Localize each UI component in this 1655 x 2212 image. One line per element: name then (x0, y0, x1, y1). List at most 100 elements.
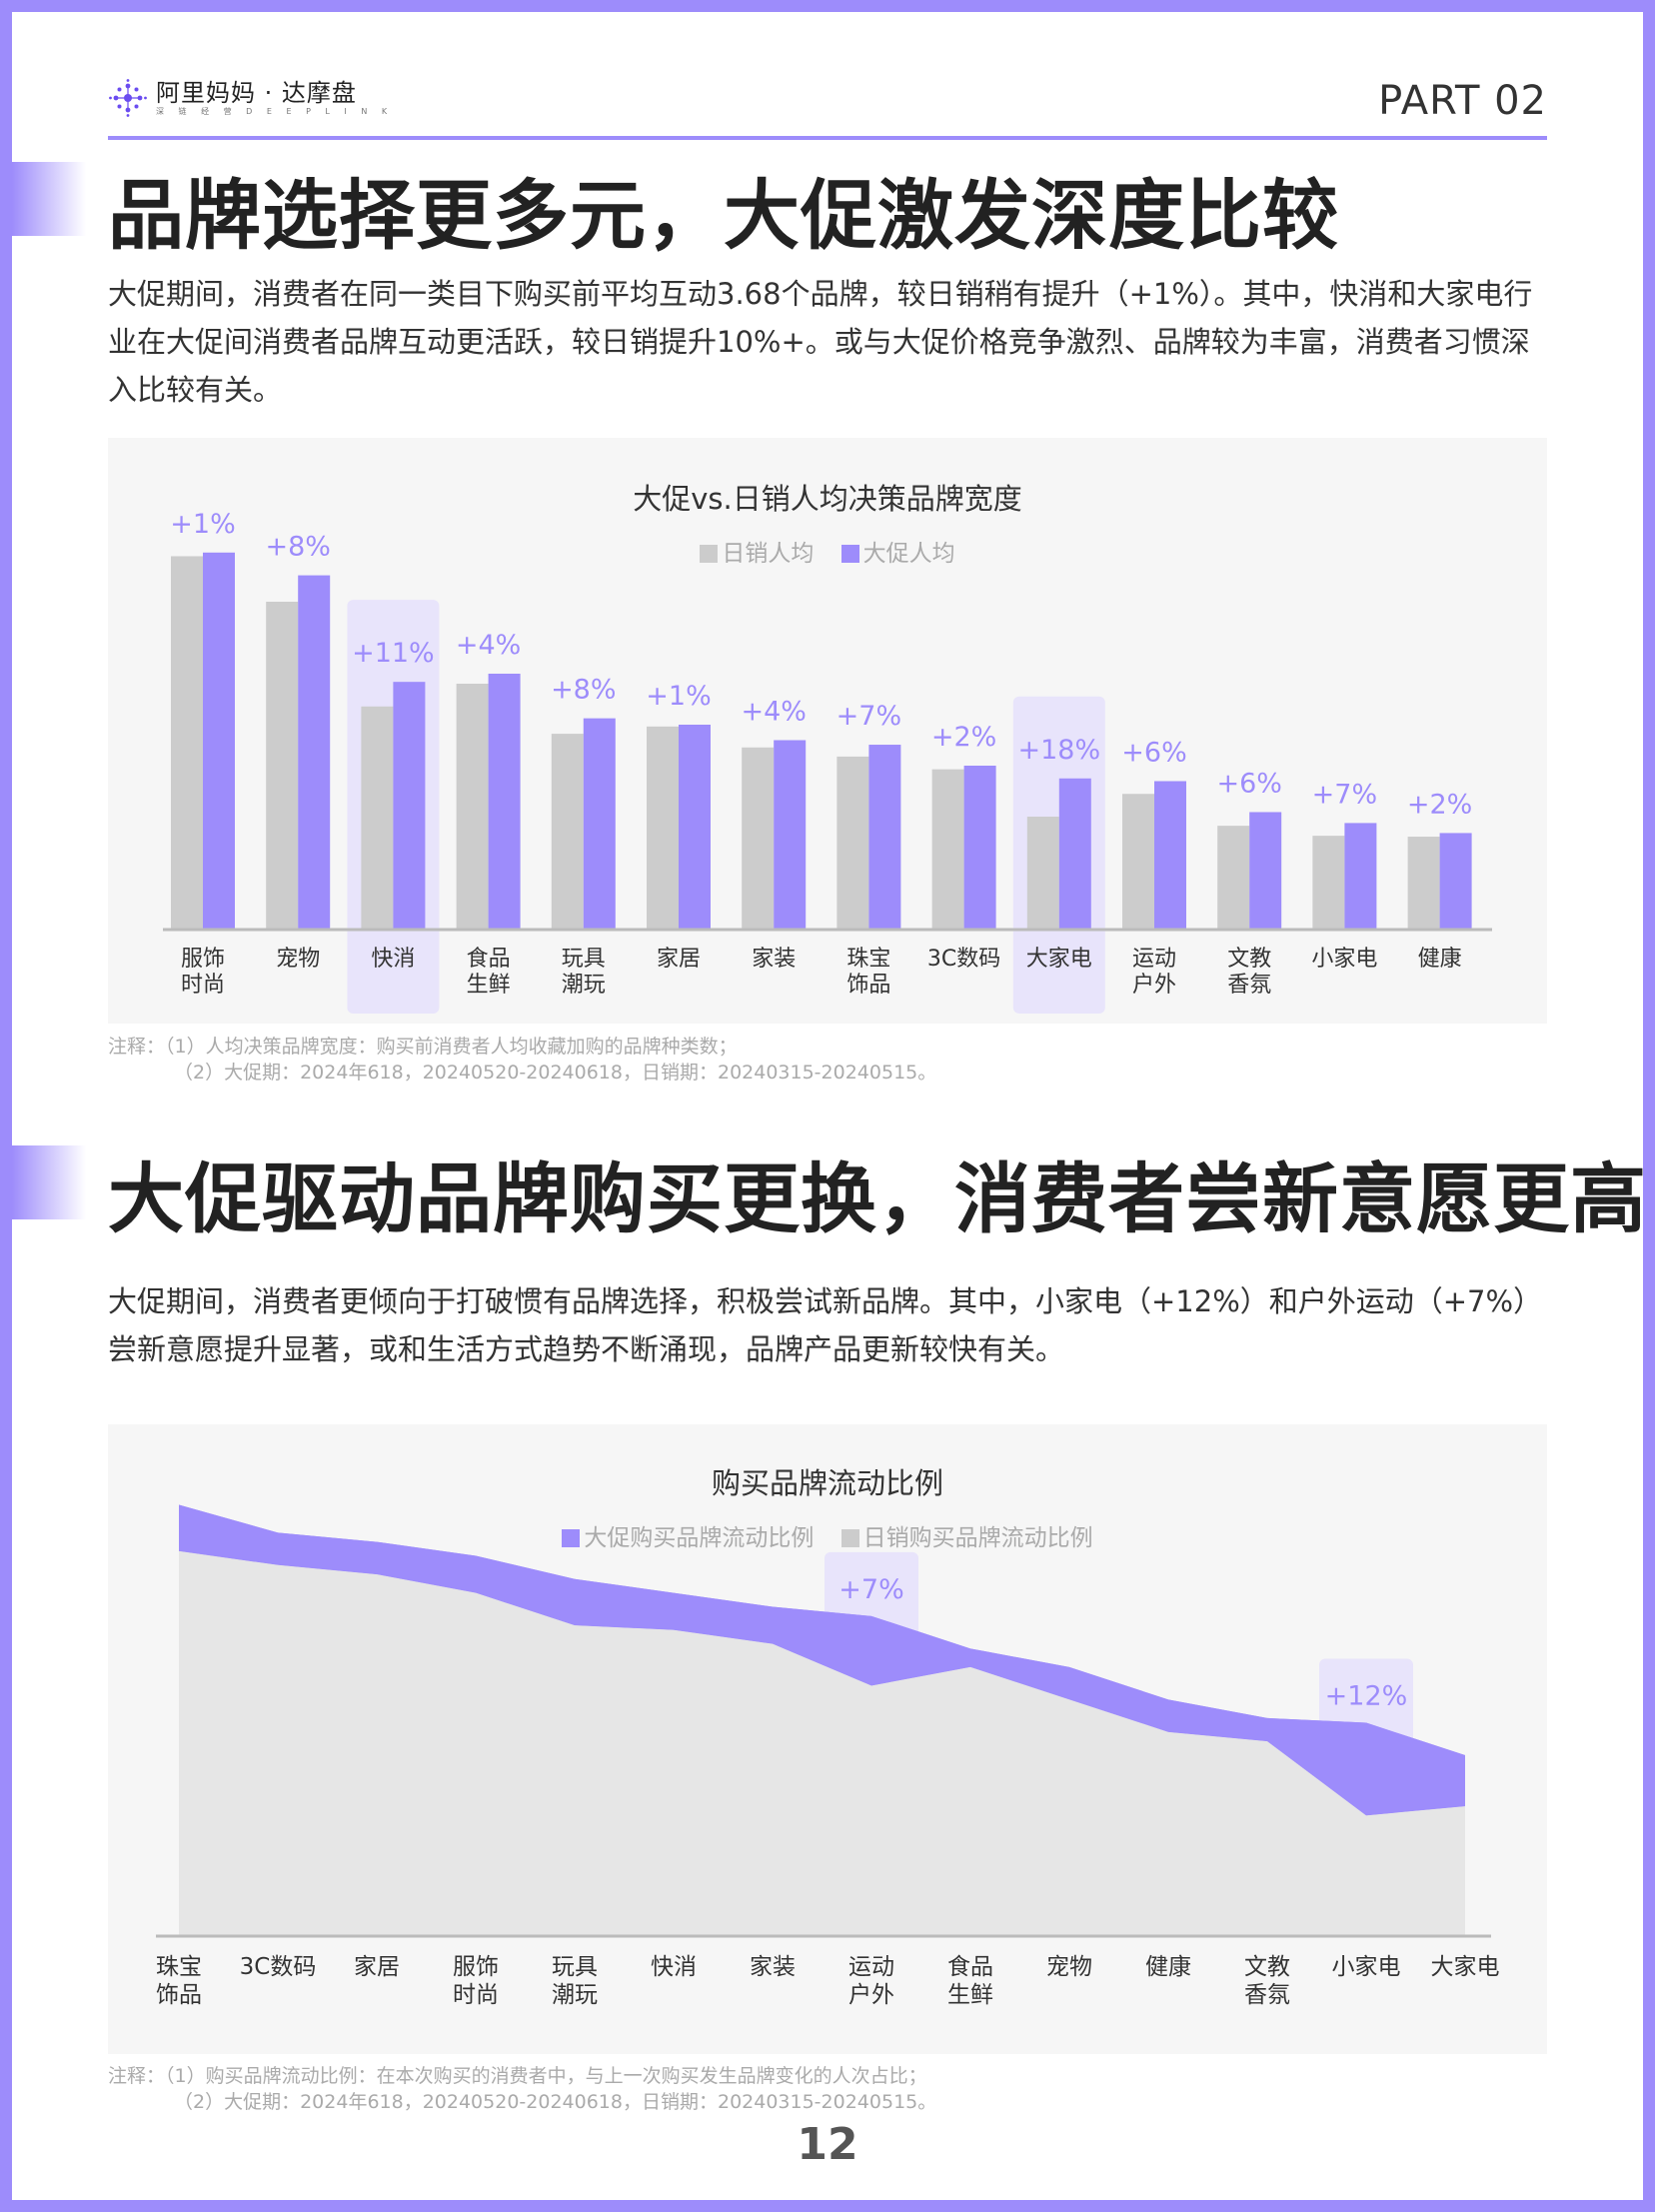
bar-daily (1217, 826, 1250, 930)
bar-daily (1407, 837, 1440, 930)
legend-item-promo-flow: 大促购买品牌流动比例 (562, 1525, 814, 1551)
bar-daily (551, 734, 584, 930)
bar-data-label: +6% (1121, 737, 1186, 768)
bar-category-label: 小家电 (1311, 947, 1377, 972)
area-chart-panel: 购买品牌流动比例 大促购买品牌流动比例 日销购买品牌流动比例 +7% +12% 珠宝… (108, 1424, 1547, 2054)
bar-daily (361, 706, 394, 930)
bar-daily (1122, 794, 1154, 930)
section2-title: 大促驱动品牌购买更换，消费者尝新意愿更高 (108, 1154, 1647, 1243)
bar-promo (868, 745, 901, 930)
legend-swatch-purple (840, 545, 859, 563)
legend-item-daily: 日销人均 (700, 541, 814, 567)
bar-category-label: 健康 (1418, 947, 1462, 972)
bar-chart-legend: 日销人均 大促人均 (108, 534, 1547, 568)
legend-label-daily-flow: 日销购买品牌流动比例 (862, 1525, 1093, 1551)
section2-note-line2: （2）大促期：2024年618，20240520-20240618，日销期：20… (174, 2091, 937, 2113)
area-category-label: 3C数码 (240, 1954, 317, 1980)
area-category-label: 玩具潮玩 (552, 1954, 598, 2008)
legend-item-daily-flow: 日销购买品牌流动比例 (840, 1525, 1093, 1551)
area-category-label: 食品生鲜 (947, 1954, 993, 2008)
bar-chart: +1% 服饰时尚 +8% 宠物 +11% 快消 +4% 食品生鲜 +8% 玩具潮玩 +1% 家居 +4%… (163, 509, 1492, 1014)
bar-category-label: 快消 (371, 947, 415, 972)
bar-data-label: +11% (352, 638, 435, 669)
legend-label-promo-flow: 大促购买品牌流动比例 (584, 1525, 815, 1551)
brand-logo: 阿里妈妈 · 达摩盘 深 链 经 营 D E E P L I N K (108, 78, 393, 118)
bar-data-label: +4% (456, 630, 521, 661)
logo-subtitle: 深 链 经 营 D E E P L I N K (156, 107, 394, 116)
area-category-label: 服饰时尚 (453, 1954, 499, 2008)
bar-promo (1058, 778, 1091, 930)
bar-chart-title: 大促vs.日销人均决策品牌宽度 (633, 482, 1022, 516)
bar-category-label: 食品生鲜 (467, 947, 511, 998)
bar-promo (203, 552, 235, 930)
bar-category-label: 运动户外 (1132, 947, 1176, 998)
area-category-label: 珠宝饰品 (156, 1954, 202, 2008)
bar-category-label: 3C数码 (927, 947, 1000, 972)
bar-category-label: 服饰时尚 (181, 947, 225, 998)
bar-data-label: +7% (1312, 779, 1377, 810)
bar-data-label: +6% (1216, 768, 1281, 799)
bar-category-label: 玩具潮玩 (562, 947, 606, 998)
bar-data-label: +1% (170, 509, 235, 540)
area-chart-title: 购买品牌流动比例 (711, 1466, 943, 1500)
section1-paragraph: 大促期间，消费者在同一类目下购买前平均互动3.68个品牌，较日销稍有提升（+1%… (108, 277, 1533, 407)
area-data-label: +12% (1325, 1681, 1408, 1712)
bar-daily (836, 756, 869, 930)
bar-category-label: 家居 (657, 947, 701, 972)
area-category-label: 健康 (1145, 1954, 1191, 1980)
bar-daily (742, 747, 775, 930)
legend-swatch-gray (840, 1529, 859, 1547)
title-accent-bar (12, 1145, 86, 1219)
area-category-label: 宠物 (1046, 1954, 1092, 1980)
section2-paragraph: 大促期间，消费者更倾向于打破惯有品牌选择，积极尝试新品牌。其中，小家电（+12%… (108, 1284, 1543, 1366)
bar-daily (1312, 836, 1345, 930)
bar-daily (1026, 817, 1059, 930)
bar-data-label: +8% (551, 675, 616, 706)
legend-swatch-purple (562, 1529, 581, 1547)
area-category-label: 大家电 (1431, 1954, 1500, 1980)
bar-chart-panel: 大促vs.日销人均决策品牌宽度 日销人均 大促人均 +1% 服饰时尚 +8% 宠物 +1… (108, 438, 1547, 1024)
part-label: PART 02 (1378, 78, 1547, 124)
section2-note: 注释：（1）购买品牌流动比例：在本次购买的消费者中，与上一次购买发生品牌变化的人… (108, 2063, 936, 2115)
bar-category-label: 文教香氛 (1227, 947, 1271, 998)
bar-promo (679, 725, 711, 930)
bar-promo (488, 673, 521, 930)
area-daily-base (179, 1550, 1465, 1936)
section1-note-line1: 注释：（1）人均决策品牌宽度：购买前消费者人均收藏加购的品牌种类数； (108, 1036, 738, 1058)
logo-name: 阿里妈妈 · 达摩盘 (156, 79, 357, 107)
bar-data-label: +4% (741, 696, 806, 727)
section2-note-line1: 注释：（1）购买品牌流动比例：在本次购买的消费者中，与上一次购买发生品牌变化的人… (108, 2065, 927, 2087)
bar-data-label: +2% (1407, 789, 1472, 820)
bar-category-label: 大家电 (1026, 947, 1092, 972)
legend-swatch-gray (700, 545, 719, 563)
legend-item-promo: 大促人均 (840, 541, 955, 567)
bar-promo (774, 740, 807, 930)
bar-daily (266, 602, 299, 930)
area-category-label: 快消 (651, 1954, 697, 1980)
area-category-label: 运动户外 (848, 1954, 894, 2008)
bar-data-label: +7% (836, 701, 901, 732)
bar-data-label: +1% (646, 681, 711, 712)
bar-promo (298, 575, 331, 930)
legend-label-daily: 日销人均 (722, 541, 815, 567)
section1-note: 注释：（1）人均决策品牌宽度：购买前消费者人均收藏加购的品牌种类数； （2）大促… (108, 1034, 936, 1086)
area-chart: +7% +12% 珠宝饰品 3C数码 家居 服饰时尚 玩具潮玩 快消 家装 运动户外 食品生鲜 宠物 健… (156, 1504, 1500, 2008)
area-category-label: 小家电 (1332, 1954, 1401, 1980)
area-category-label: 家居 (354, 1954, 400, 1980)
legend-label-promo: 大促人均 (862, 541, 955, 567)
area-chart-legend: 大促购买品牌流动比例 日销购买品牌流动比例 (108, 1518, 1547, 1552)
area-difference-band (179, 1504, 1465, 1816)
area-category-label: 文教香氛 (1244, 1954, 1290, 2008)
bar-daily (171, 556, 203, 930)
bar-data-label: +8% (265, 532, 330, 563)
bar-promo (963, 766, 996, 930)
bar-promo (1344, 823, 1377, 930)
bar-promo (393, 682, 426, 930)
bar-data-label: +18% (1017, 735, 1100, 766)
section1-note-line2: （2）大促期：2024年618，20240520-20240618，日销期：20… (174, 1062, 937, 1084)
bar-promo (583, 718, 616, 930)
page-header: 阿里妈妈 · 达摩盘 深 链 经 营 D E E P L I N K PART … (108, 74, 1547, 138)
bar-daily (647, 726, 679, 930)
bar-category-label: 宠物 (276, 947, 320, 972)
bar-category-label: 珠宝饰品 (846, 947, 890, 998)
